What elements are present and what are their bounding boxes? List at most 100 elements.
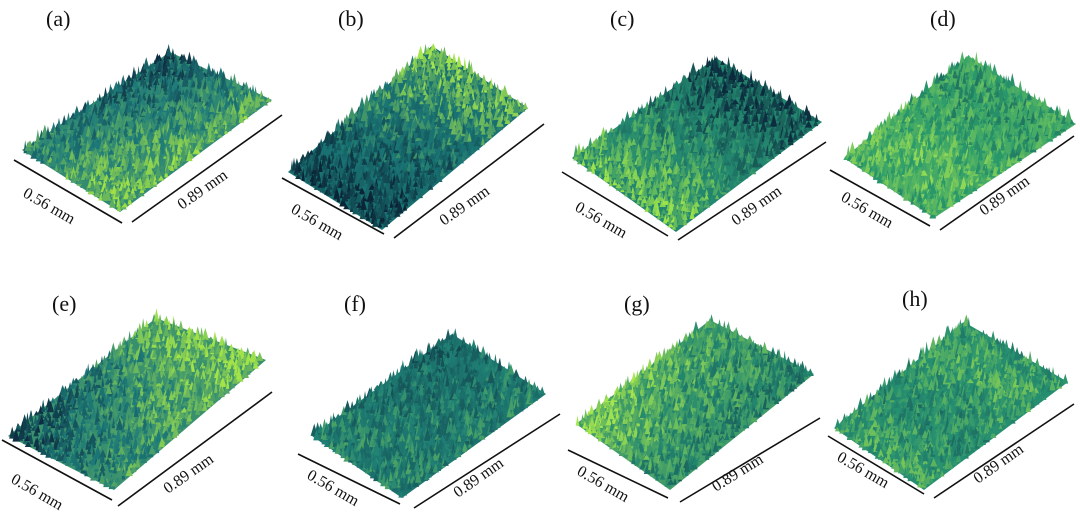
surface-peak (437, 138, 443, 147)
surface-peak (59, 157, 68, 165)
surface-peak (144, 107, 150, 120)
surface-peak (699, 67, 706, 79)
surface-peak (189, 135, 197, 144)
surface-peak (620, 117, 626, 125)
surface-peak (181, 89, 186, 96)
surface-peak (259, 94, 265, 100)
surface-peak (426, 60, 431, 73)
surface-peak (230, 102, 237, 115)
surface-peak (347, 141, 352, 149)
surface-peak (131, 77, 139, 88)
surface-peak (392, 190, 396, 201)
surface-peak (687, 71, 692, 83)
surface-peak (212, 118, 218, 128)
surface-peak (123, 189, 130, 200)
surface-peak (403, 68, 410, 79)
surface-peak (86, 363, 90, 376)
surface-peak (486, 86, 493, 99)
panel-label: (a) (46, 6, 70, 31)
surface-peak (79, 144, 86, 152)
surface-peak (603, 128, 609, 138)
surface-peak (108, 102, 112, 114)
surface-peak (342, 146, 348, 157)
surface-peak (358, 147, 363, 157)
surface-peak (206, 73, 211, 81)
surface-peak (337, 149, 345, 155)
surface-peak (307, 154, 315, 168)
surface-peak (441, 129, 446, 139)
surface-peak (429, 43, 437, 52)
surface-peak (404, 147, 409, 158)
surface-peak (46, 157, 50, 166)
surface-peak (320, 142, 328, 156)
surface-peak (321, 161, 327, 171)
surface-peak (458, 145, 463, 155)
panel-a: (a) 0.56 mm 0.89 mm (13, 6, 283, 228)
surface-peak (456, 138, 462, 149)
surface-peak (399, 97, 403, 103)
surface-peak (327, 157, 332, 165)
surface-peak (85, 139, 90, 151)
surface-peak (466, 146, 472, 156)
surface-peak (60, 141, 66, 154)
surface-peak (187, 64, 195, 79)
surface-peak (672, 80, 681, 88)
surface-peak (490, 124, 497, 133)
surface-peak (374, 188, 379, 201)
surface-peak (615, 137, 621, 142)
surface-peak (236, 88, 242, 101)
surface-peak (357, 105, 362, 119)
surface-peak (351, 136, 355, 147)
surface-peak (245, 101, 253, 110)
surface-peak (365, 209, 371, 221)
surface-peak (347, 187, 354, 197)
surface-peak (657, 93, 664, 100)
surface-peak (37, 148, 43, 154)
surface-peak (169, 163, 175, 171)
surface-peak (155, 72, 159, 84)
surface-peak (315, 162, 319, 176)
surface-peak (165, 43, 172, 57)
surface-base (572, 58, 822, 232)
surface-peak (355, 190, 363, 203)
surface-peak (353, 143, 360, 153)
surface-peak (86, 162, 93, 173)
surface-peak (210, 90, 217, 101)
surface-peak (389, 107, 395, 114)
surface-peak (406, 66, 414, 76)
surface-peak (155, 165, 162, 177)
surface-peak (235, 84, 241, 90)
surface-peak (154, 82, 161, 95)
surface-peak (82, 176, 89, 185)
surface-peak (446, 58, 452, 67)
surface-peak (99, 139, 105, 150)
surface-peak (720, 60, 725, 65)
surface-peak (427, 182, 434, 190)
surface-peak (593, 153, 601, 160)
width-label: 0.56 mm (20, 185, 78, 228)
surface-peak (353, 155, 359, 163)
surface-peak (121, 132, 126, 142)
surface-peak (482, 95, 487, 103)
panel-label: (c) (610, 6, 634, 31)
surface-peak (428, 153, 436, 160)
surface-peak (127, 85, 134, 92)
surface-peak (446, 114, 451, 120)
surface-peak (322, 154, 328, 162)
surface-peak (474, 116, 479, 128)
surface-peak (300, 156, 307, 167)
surface-plot (22, 43, 272, 212)
surface-peak (384, 131, 388, 144)
surface-peak (381, 109, 388, 117)
surface-peak (103, 86, 108, 98)
surface-peak (340, 140, 346, 150)
surface-peak (42, 148, 49, 161)
surface-peak (301, 168, 305, 182)
surface-peak (40, 152, 45, 164)
surface-peak (203, 108, 207, 119)
surface-peak (90, 137, 96, 148)
surface-peak (162, 128, 167, 141)
surface-peak (330, 175, 337, 187)
surface-peak (143, 133, 148, 145)
surface-peak (405, 110, 410, 122)
